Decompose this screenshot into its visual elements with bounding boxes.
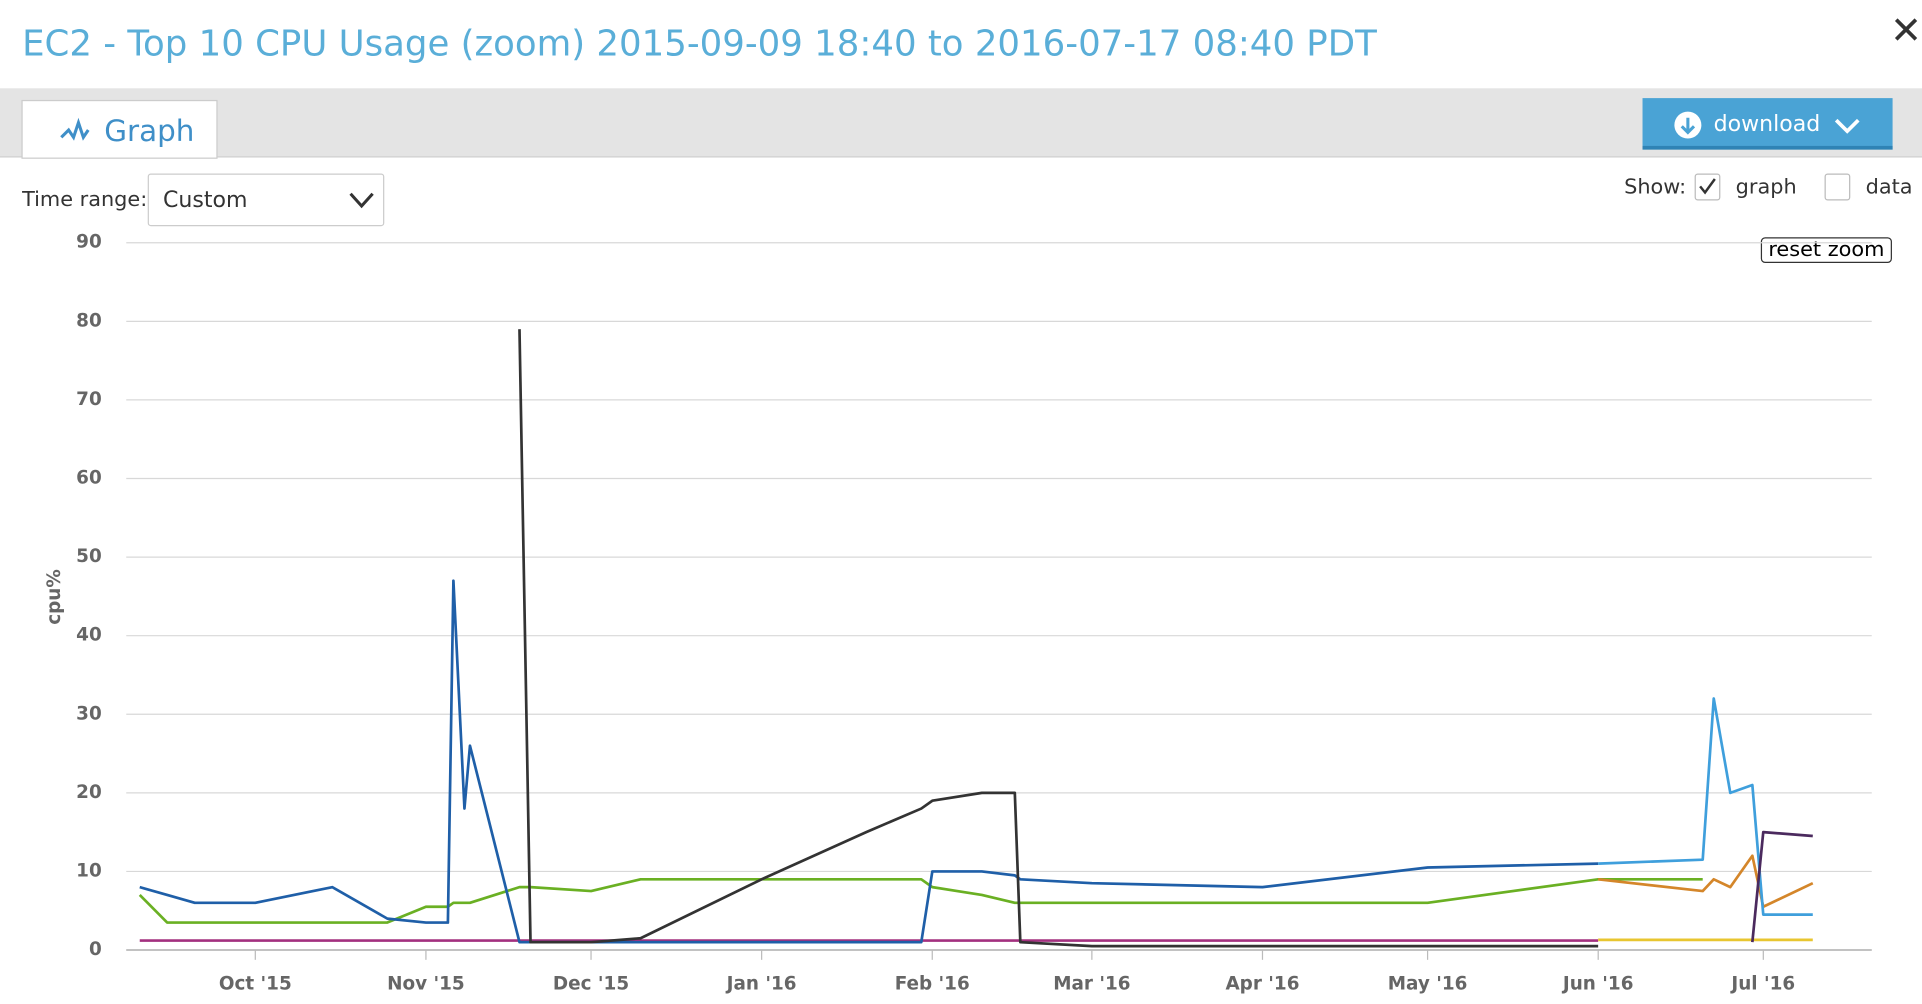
close-button[interactable] [1894,18,1918,41]
download-button[interactable]: download [1642,98,1893,150]
x-tick-label: Jan '16 [725,973,797,994]
y-tick-label: 90 [76,232,102,253]
x-tick-label: Nov '15 [387,973,465,994]
y-axis-label: cpu% [44,569,65,625]
series-line [1751,830,1813,943]
checkbox-label: graph [1736,175,1797,199]
dialog-title: EC2 - Top 10 CPU Usage (zoom) 2015-09-09… [22,23,1377,64]
x-tick-label: May '16 [1388,973,1468,994]
button-label: reset zoom [1768,237,1884,261]
series-line [1598,697,1813,916]
x-tick-label: Oct '15 [219,973,292,994]
y-tick-label: 40 [76,625,102,646]
x-tick-label: Jul '16 [1729,973,1795,994]
reset-zoom-button[interactable]: reset zoom [1760,237,1892,263]
x-tick-label: Dec '15 [553,973,629,994]
x-tick-label: Jun '16 [1561,973,1634,994]
series-line [139,579,1599,944]
show-label: Show: [1624,175,1686,199]
tab-bar [0,88,1922,157]
time-range-select[interactable]: Custom [147,173,385,227]
y-tick-label: 70 [76,389,102,410]
x-tick-label: Feb '16 [895,973,970,994]
x-tick-label: Apr '16 [1225,973,1299,994]
graph-tab[interactable]: Graph [21,99,218,159]
y-tick-label: 80 [76,310,102,331]
checkbox-label: data [1866,175,1913,199]
y-tick-label: 10 [76,860,102,881]
graph-checkbox[interactable] [1694,173,1721,201]
button-label: download [1714,112,1821,137]
time-range-label: Time range: [21,187,147,211]
select-value: Custom [163,188,247,213]
series-line [518,329,1599,948]
series-line [138,877,1703,924]
tab-label: Graph [104,114,194,148]
x-tick-label: Mar '16 [1053,973,1130,994]
y-tick-label: 20 [76,782,102,803]
data-checkbox[interactable] [1824,173,1851,201]
y-tick-label: 60 [76,468,102,489]
y-tick-label: 50 [76,546,102,567]
y-tick-label: 0 [89,939,102,960]
y-tick-label: 30 [76,703,102,724]
